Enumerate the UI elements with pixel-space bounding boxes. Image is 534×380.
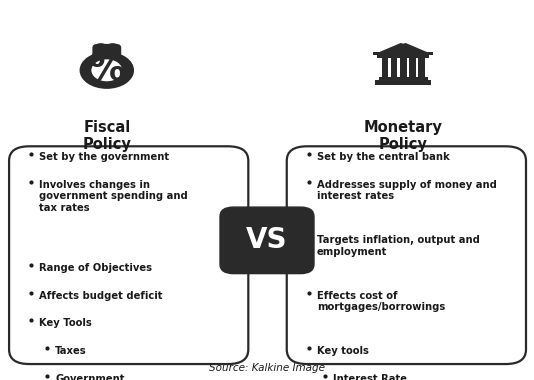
Ellipse shape [107, 43, 119, 50]
FancyBboxPatch shape [220, 207, 314, 274]
Ellipse shape [95, 43, 107, 50]
Text: Fiscal
Policy: Fiscal Policy [82, 120, 131, 152]
Text: VS: VS [246, 226, 288, 254]
FancyBboxPatch shape [375, 80, 431, 85]
Text: Set by the government: Set by the government [39, 152, 169, 162]
Text: Key tools: Key tools [317, 346, 368, 356]
FancyBboxPatch shape [391, 57, 397, 77]
FancyBboxPatch shape [377, 54, 429, 58]
FancyBboxPatch shape [382, 57, 388, 77]
Text: Government
Expenditure: Government Expenditure [55, 374, 124, 380]
Text: Interest Rate: Interest Rate [333, 374, 407, 380]
Text: Monetary
Policy: Monetary Policy [364, 120, 443, 152]
Text: Set by the central bank: Set by the central bank [317, 152, 450, 162]
Text: Key Tools: Key Tools [39, 318, 92, 328]
FancyBboxPatch shape [409, 57, 415, 77]
Text: Taxes: Taxes [55, 346, 87, 356]
Text: %: % [89, 52, 125, 89]
Polygon shape [375, 42, 431, 54]
FancyBboxPatch shape [379, 77, 428, 80]
FancyBboxPatch shape [92, 44, 121, 60]
Circle shape [91, 59, 122, 81]
Text: Involves changes in
government spending and
tax rates: Involves changes in government spending … [39, 180, 188, 213]
Text: Addresses supply of money and
interest rates: Addresses supply of money and interest r… [317, 180, 497, 201]
Ellipse shape [80, 52, 134, 89]
Text: Range of Objectives: Range of Objectives [39, 263, 152, 273]
Text: Affects budget deficit: Affects budget deficit [39, 291, 162, 301]
Text: Source: Kalkine Image: Source: Kalkine Image [209, 363, 325, 373]
FancyBboxPatch shape [9, 146, 248, 364]
Text: Targets inflation, output and
employment: Targets inflation, output and employment [317, 235, 480, 257]
FancyBboxPatch shape [373, 52, 433, 55]
FancyBboxPatch shape [400, 57, 406, 77]
FancyBboxPatch shape [418, 57, 425, 77]
Text: Effects cost of
mortgages/borrowings: Effects cost of mortgages/borrowings [317, 291, 445, 312]
FancyBboxPatch shape [287, 146, 526, 364]
Circle shape [399, 38, 407, 44]
